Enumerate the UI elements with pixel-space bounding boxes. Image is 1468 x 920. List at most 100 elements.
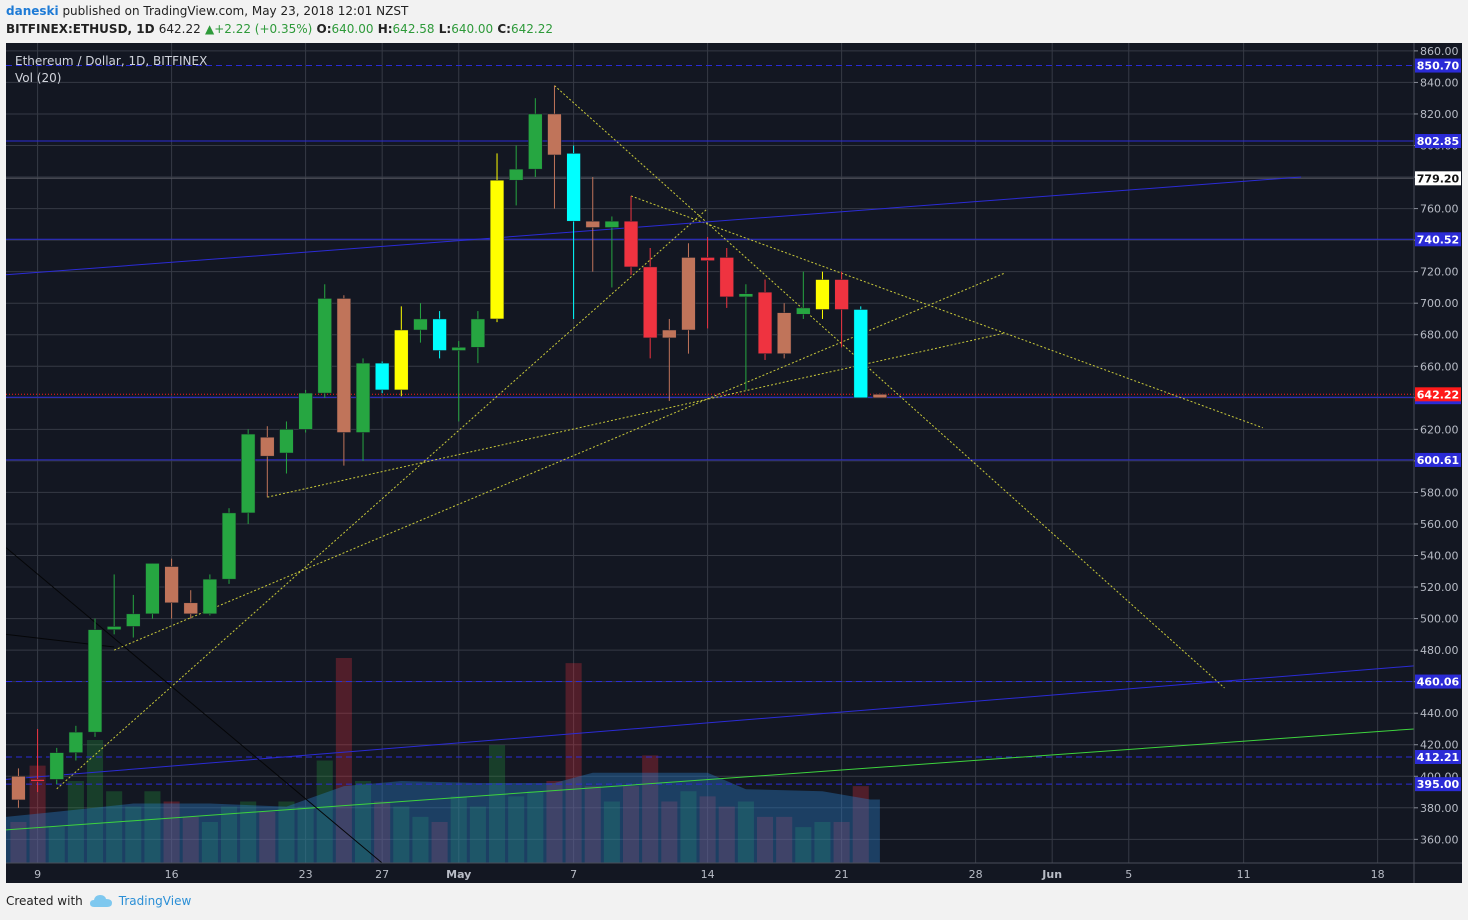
y-tick-label: 720.00 (1420, 266, 1459, 279)
candle (107, 574, 122, 635)
candle (815, 271, 830, 319)
x-tick-label: 5 (1125, 868, 1132, 881)
tradingview-cloud-icon (89, 895, 112, 907)
volume-bar (508, 796, 525, 863)
x-tick-label: 23 (299, 868, 313, 881)
y-tick-label: 620.00 (1420, 423, 1459, 436)
candle-body (241, 433, 256, 514)
candle (68, 725, 84, 761)
y-tick-label: 660.00 (1420, 360, 1459, 373)
chart-legend-title: Ethereum / Dollar, 1D, BITFINEX (15, 54, 207, 68)
volume-bar (240, 801, 257, 863)
ohlc-header: BITFINEX:ETHUSD, 1D 642.22 ▲+2.22 (+0.35… (6, 22, 553, 36)
candles (11, 85, 888, 808)
candle (260, 426, 275, 498)
volume-bars (6, 658, 880, 863)
volume-bar (144, 791, 161, 863)
candle (528, 98, 543, 178)
price-level-tag[interactable] (1415, 134, 1461, 149)
candle (413, 303, 428, 343)
volume-bar (259, 811, 276, 863)
candle (623, 195, 639, 275)
candle (757, 279, 773, 360)
candle (221, 508, 237, 584)
volume-bar (488, 745, 506, 863)
candle (30, 728, 45, 793)
candle-body (738, 293, 754, 298)
candle-body (834, 279, 849, 310)
candle (202, 574, 218, 616)
price-level-tag[interactable] (1415, 232, 1461, 247)
price-change: +2.22 (+0.35%) (214, 22, 313, 36)
candle (11, 768, 26, 808)
price-level-tag[interactable] (1415, 452, 1461, 467)
price-level-tag[interactable] (1415, 777, 1461, 792)
grid (6, 43, 1414, 863)
price-level-label: 740.52 (1417, 233, 1459, 246)
y-tick-label: 700.00 (1420, 297, 1459, 310)
price-levels (6, 65, 1414, 785)
last-price: 642.22 (158, 22, 201, 36)
price-level-label: 802.85 (1417, 135, 1459, 148)
time-axis-background[interactable] (6, 863, 1462, 883)
candle (375, 361, 390, 394)
trendline[interactable] (267, 332, 1005, 498)
candle (662, 318, 677, 401)
y-tick-label: 860.00 (1420, 45, 1459, 58)
candle-body (279, 429, 294, 454)
volume-bar (756, 816, 774, 863)
high-label: H: (377, 22, 393, 36)
candle (145, 563, 160, 619)
trendline[interactable] (6, 176, 1302, 276)
candle (738, 284, 754, 390)
candle (298, 389, 313, 433)
price-level-tag[interactable] (1415, 674, 1461, 689)
volume-bar (642, 755, 659, 863)
candle (585, 177, 600, 272)
price-chart[interactable]: 360.00380.00400.00420.00440.00460.00480.… (6, 43, 1462, 883)
y-tick-label: 680.00 (1420, 329, 1459, 342)
price-level-tag[interactable] (1415, 750, 1461, 765)
trendline[interactable] (6, 665, 1415, 780)
tradingview-brand[interactable]: TradingView (118, 894, 192, 908)
candle-body (815, 279, 830, 310)
candle-body (681, 257, 696, 331)
time-axis[interactable]: 9 16 23 27 May 7 14 21 28 Jun 5 11 18 (34, 868, 1385, 881)
trendline[interactable] (6, 728, 1415, 831)
candle-body (49, 752, 64, 780)
volume-bar (584, 786, 601, 863)
publish-info: daneski published on TradingView.com, Ma… (6, 4, 408, 18)
volume-bar (393, 806, 410, 863)
price-level-tag[interactable] (1415, 171, 1461, 186)
volume-bar (354, 781, 372, 863)
price-level-tag[interactable] (1415, 58, 1461, 73)
candle (681, 243, 696, 354)
price-level-label: 600.61 (1417, 454, 1459, 467)
volume-bar (278, 801, 295, 863)
y-tick-label: 820.00 (1420, 108, 1459, 121)
candle-body (489, 179, 505, 320)
price-axis[interactable]: 360.00380.00400.00420.00440.00460.00480.… (1414, 45, 1461, 846)
y-tick-label: 580.00 (1420, 486, 1459, 499)
candle-body (509, 168, 524, 181)
author-name[interactable]: daneski (6, 4, 59, 18)
trendline[interactable] (56, 208, 708, 790)
volume-bar (622, 786, 640, 863)
current-price-tag[interactable] (1415, 387, 1461, 402)
candle (643, 248, 658, 359)
volume-bar (201, 822, 218, 863)
trendline[interactable] (6, 547, 383, 864)
volume-bar (48, 827, 65, 863)
trendline[interactable] (630, 195, 1263, 429)
candle-body (145, 563, 160, 615)
y-tick-label: 760.00 (1420, 203, 1459, 216)
candle (394, 306, 409, 397)
candle-body (68, 731, 84, 753)
price-level-label: 412.21 (1417, 751, 1459, 764)
volume-bar (450, 796, 467, 863)
candle-body (700, 257, 715, 261)
price-level-label: 460.06 (1417, 676, 1460, 689)
volume-bar (565, 663, 582, 863)
price-level-label: 395.00 (1417, 778, 1460, 791)
candle-body (796, 307, 811, 315)
